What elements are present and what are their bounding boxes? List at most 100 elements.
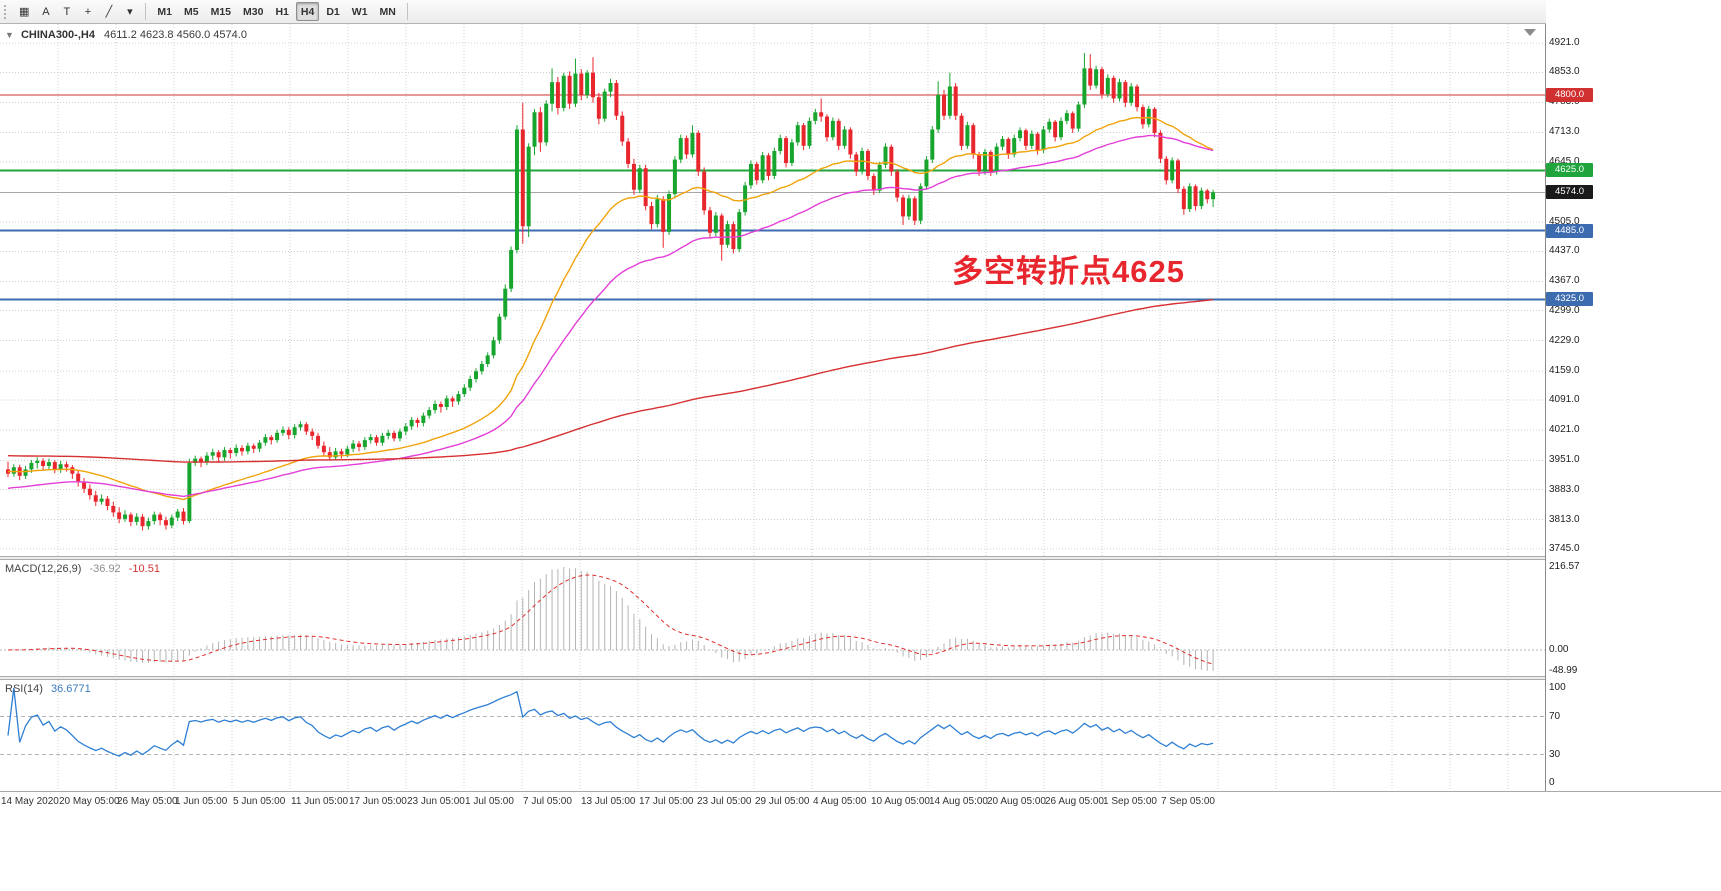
time-axis-label: 13 Jul 05:00: [581, 796, 636, 807]
rsi-line: [7, 687, 1214, 757]
rsi-panel: [0, 680, 1545, 791]
tool-text-box-button[interactable]: T: [63, 5, 71, 18]
rsi-value: 36.6771: [50, 683, 91, 695]
tool-chart-mode-button[interactable]: ▦: [19, 6, 30, 18]
horizontal-level-lines: [0, 94, 1545, 301]
price-badge-4625: 4625.0: [1546, 163, 1593, 178]
panel-resize-handle-macd[interactable]: [0, 556, 1721, 560]
macd-histogram: [13, 567, 1214, 671]
annotation-text: 多空转折点4625: [952, 254, 1185, 289]
time-axis-label: 23 Jun 05:00: [407, 796, 465, 807]
price-axis-divider: [1545, 24, 1546, 791]
price-axis-label: 4437.0: [1549, 245, 1580, 257]
price-axis-label: 4645.0: [1549, 155, 1580, 167]
time-axis[interactable]: 14 May 2020 20 May 05:00 26 May 05:00 1 Jun…: [0, 791, 1721, 811]
price-badge-4325: 4325.0: [1546, 292, 1593, 307]
macd-label: MACD(12,26,9): [5, 563, 82, 575]
time-axis-label: 29 Jul 05:00: [755, 796, 810, 807]
tool-draw-tools-button[interactable]: ╱: [105, 6, 113, 18]
macd-signal-value: -10.51: [128, 563, 160, 575]
tool-text-annotation-button[interactable]: A: [42, 5, 50, 18]
macd-panel: [0, 560, 1545, 676]
timeframe-m15-button[interactable]: M15: [210, 5, 232, 18]
time-axis-label: 14 May 2020: [1, 796, 59, 807]
main-chart-canvas[interactable]: [0, 24, 1545, 557]
macd-axis-max: 216.57: [1549, 561, 1580, 572]
chart-symbol-label: CHINA300-,H4: [20, 29, 95, 41]
price-axis-label: 3745.0: [1549, 543, 1580, 554]
time-axis-label: 17 Jun 05:00: [349, 796, 407, 807]
macd-indicator-label: MACD(12,26,9) -36.92 -10.51: [5, 563, 160, 575]
ma-350-line: [7, 299, 1214, 463]
price-axis-label: 4159.0: [1549, 364, 1580, 376]
time-axis-label: 20 May 05:00: [59, 796, 120, 807]
price-axis-label: 4367.0: [1549, 275, 1580, 287]
toolbar: ▦ A T + ╱ ▾ M1 M5 M15 M30 H1 H4 D1 W1 MN: [0, 0, 1721, 24]
price-axis[interactable]: 4921.04853.04783.04713.04645.04505.04437…: [1546, 0, 1721, 891]
price-axis-label: 4853.0: [1549, 66, 1580, 78]
ma-60-line: [7, 134, 1214, 498]
timeframe-mn-button[interactable]: MN: [379, 5, 396, 18]
tool-draw-tools-arrow-button[interactable]: ▾: [127, 6, 133, 18]
timeframe-m30-button[interactable]: M30: [243, 5, 264, 18]
time-axis-label: 14 Aug 05:00: [929, 796, 988, 807]
timeframe-w1-button[interactable]: W1: [351, 5, 368, 18]
time-axis-label: 20 Aug 05:00: [987, 796, 1046, 807]
time-axis-label: 11 Jun 05:00: [291, 796, 349, 807]
moving-average-lines: [7, 116, 1214, 501]
time-axis-label: 26 May 05:00: [117, 796, 178, 807]
time-axis-label: 7 Jul 05:00: [523, 796, 572, 807]
price-axis-label: 3951.0: [1549, 454, 1580, 466]
rsi-axis-100: 100: [1549, 682, 1566, 693]
price-axis-label: 3883.0: [1549, 483, 1580, 495]
chart-ohlc-values: 4611.2 4623.8 4560.0 4574.0: [104, 29, 247, 41]
price-badge-4800: 4800.0: [1546, 88, 1593, 103]
rsi-indicator-label: RSI(14) 36.6771: [5, 683, 91, 695]
ma-34-line: [7, 116, 1214, 501]
toolbar-separator: [406, 3, 408, 20]
price-axis-label: 4021.0: [1549, 424, 1580, 436]
rsi-axis-70: 70: [1549, 710, 1561, 722]
timeframe-m5-button[interactable]: M5: [184, 5, 199, 18]
rsi-canvas[interactable]: [0, 680, 1545, 791]
rsi-axis-0: 0: [1549, 777, 1555, 788]
panel-resize-handle-rsi[interactable]: [0, 676, 1721, 680]
tool-crosshair-button[interactable]: +: [84, 5, 92, 18]
macd-main-value: -36.92: [89, 563, 121, 575]
price-axis-label: 4921.0: [1549, 37, 1580, 48]
price-axis-label: 4299.0: [1549, 304, 1580, 316]
time-axis-label: 7 Sep 05:00: [1161, 796, 1215, 807]
price-axis-label: 3813.0: [1549, 513, 1580, 525]
time-axis-label: 1 Jul 05:00: [465, 796, 514, 807]
price-axis-label: 4713.0: [1549, 126, 1580, 138]
one-click-collapse-icon[interactable]: ▼: [5, 30, 14, 40]
macd-canvas[interactable]: [0, 560, 1545, 676]
main-chart-panel: [0, 24, 1545, 557]
price-axis-label: 4505.0: [1549, 215, 1580, 227]
toolbar-grip[interactable]: [3, 3, 8, 20]
timeframe-h1-button[interactable]: H1: [275, 5, 289, 18]
main-grid: [0, 24, 1545, 557]
time-axis-label: 5 Jun 05:00: [233, 796, 286, 807]
time-axis-label: 26 Aug 05:00: [1045, 796, 1104, 807]
timeframe-d1-button[interactable]: D1: [326, 5, 340, 18]
timeframe-h4-button[interactable]: H4: [295, 2, 320, 21]
timeframe-m1-button[interactable]: M1: [157, 5, 172, 18]
time-axis-label: 4 Aug 05:00: [813, 796, 867, 807]
macd-axis-min: -48.99: [1549, 664, 1578, 676]
macd-signal-line: [7, 574, 1214, 665]
time-axis-label: 1 Jun 05:00: [175, 796, 228, 807]
price-axis-label: 4091.0: [1549, 394, 1580, 406]
rsi-axis-30: 30: [1549, 748, 1561, 760]
price-badge-4574: 4574.0: [1546, 185, 1593, 200]
time-axis-label: 10 Aug 05:00: [871, 796, 930, 807]
rsi-label: RSI(14): [5, 683, 43, 695]
scroll-to-end-marker[interactable]: [1524, 29, 1536, 36]
toolbar-separator: [145, 3, 147, 20]
time-axis-label: 23 Jul 05:00: [697, 796, 752, 807]
price-badge-4485: 4485.0: [1546, 223, 1593, 238]
price-axis-label: 4229.0: [1549, 334, 1580, 346]
chart-header: ▼ CHINA300-,H4 4611.2 4623.8 4560.0 4574…: [5, 29, 247, 41]
candles: [6, 52, 1216, 531]
